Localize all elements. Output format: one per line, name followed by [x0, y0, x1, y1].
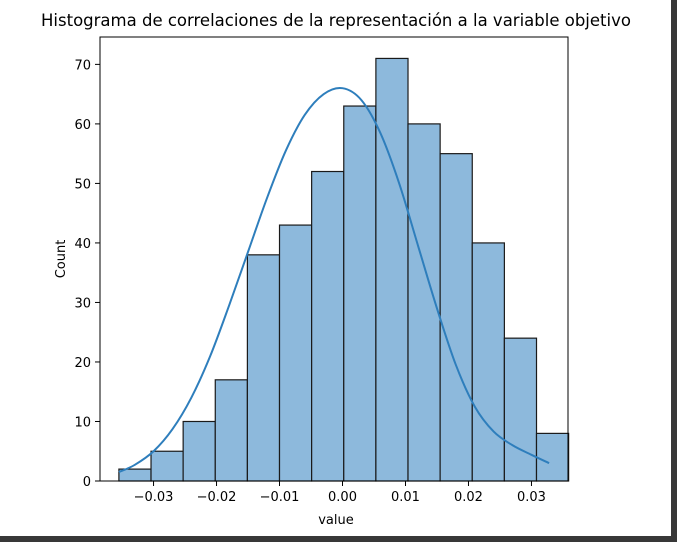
chart-title: Histograma de correlaciones de la repres… [41, 11, 631, 30]
y-axis-label: Count [54, 240, 69, 279]
histogram-bar-11 [471, 242, 505, 482]
x-tick-label: 0.02 [454, 490, 483, 505]
histogram-bar-13 [535, 432, 570, 482]
histogram-bar-4 [246, 254, 281, 482]
plot-area-frame [99, 36, 569, 482]
y-tick-label: 10 [74, 415, 91, 430]
y-axis-ticks: 0 10 20 30 40 50 60 70 [74, 58, 100, 490]
x-tick-label: 0.01 [391, 490, 420, 505]
kde-curve [118, 86, 550, 473]
y-tick-label: 40 [74, 237, 91, 252]
histogram-bar-2 [182, 420, 216, 482]
y-tick-label: 50 [74, 177, 91, 192]
histogram-bar-3 [214, 379, 248, 482]
y-tick-label: 0 [83, 475, 91, 490]
x-tick-label: −0.01 [260, 490, 300, 505]
x-tick-label: 0.00 [328, 490, 357, 505]
histogram-bar-12 [503, 337, 538, 482]
y-tick-label: 60 [74, 118, 91, 133]
histogram-bar-8 [375, 57, 409, 482]
histogram-bar-10 [439, 153, 473, 482]
histogram-bar-6 [311, 170, 345, 482]
histogram-bar-5 [278, 224, 313, 482]
x-axis-label: value [318, 513, 354, 528]
histogram-bars [118, 57, 570, 482]
y-tick-label: 20 [74, 356, 91, 371]
x-axis-ticks: −0.03 −0.02 −0.01 0.00 0.01 0.02 0.03 [134, 481, 546, 505]
x-tick-label: 0.03 [517, 490, 546, 505]
histogram-bar-1 [150, 450, 184, 482]
y-tick-label: 30 [74, 296, 91, 311]
histogram-bar-7 [343, 105, 377, 482]
x-tick-label: −0.02 [197, 490, 237, 505]
x-tick-label: −0.03 [134, 490, 174, 505]
y-tick-label: 70 [74, 58, 91, 73]
